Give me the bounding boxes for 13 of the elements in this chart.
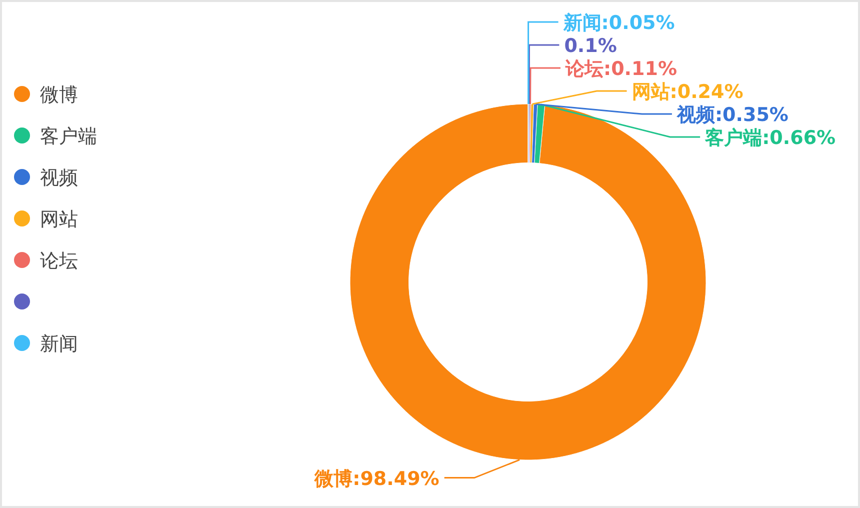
legend-label: 网站 xyxy=(40,208,78,230)
legend-label: 视频 xyxy=(40,167,78,189)
legend-label: 新闻 xyxy=(40,333,78,355)
category-label: 网站:0.24% xyxy=(632,81,744,103)
category-label: 视频:0.35% xyxy=(676,104,788,126)
legend-label: 论坛 xyxy=(40,250,78,272)
category-label: 微博:98.49% xyxy=(314,468,440,490)
data-label: 0.1% xyxy=(564,35,617,57)
legend-label: 微博 xyxy=(40,84,78,106)
legend-label: 客户端 xyxy=(40,126,97,148)
category-label: 客户端:0.66% xyxy=(705,127,836,149)
category-label: 论坛:0.11% xyxy=(565,58,677,80)
category-label: 新闻:0.05% xyxy=(563,12,675,34)
